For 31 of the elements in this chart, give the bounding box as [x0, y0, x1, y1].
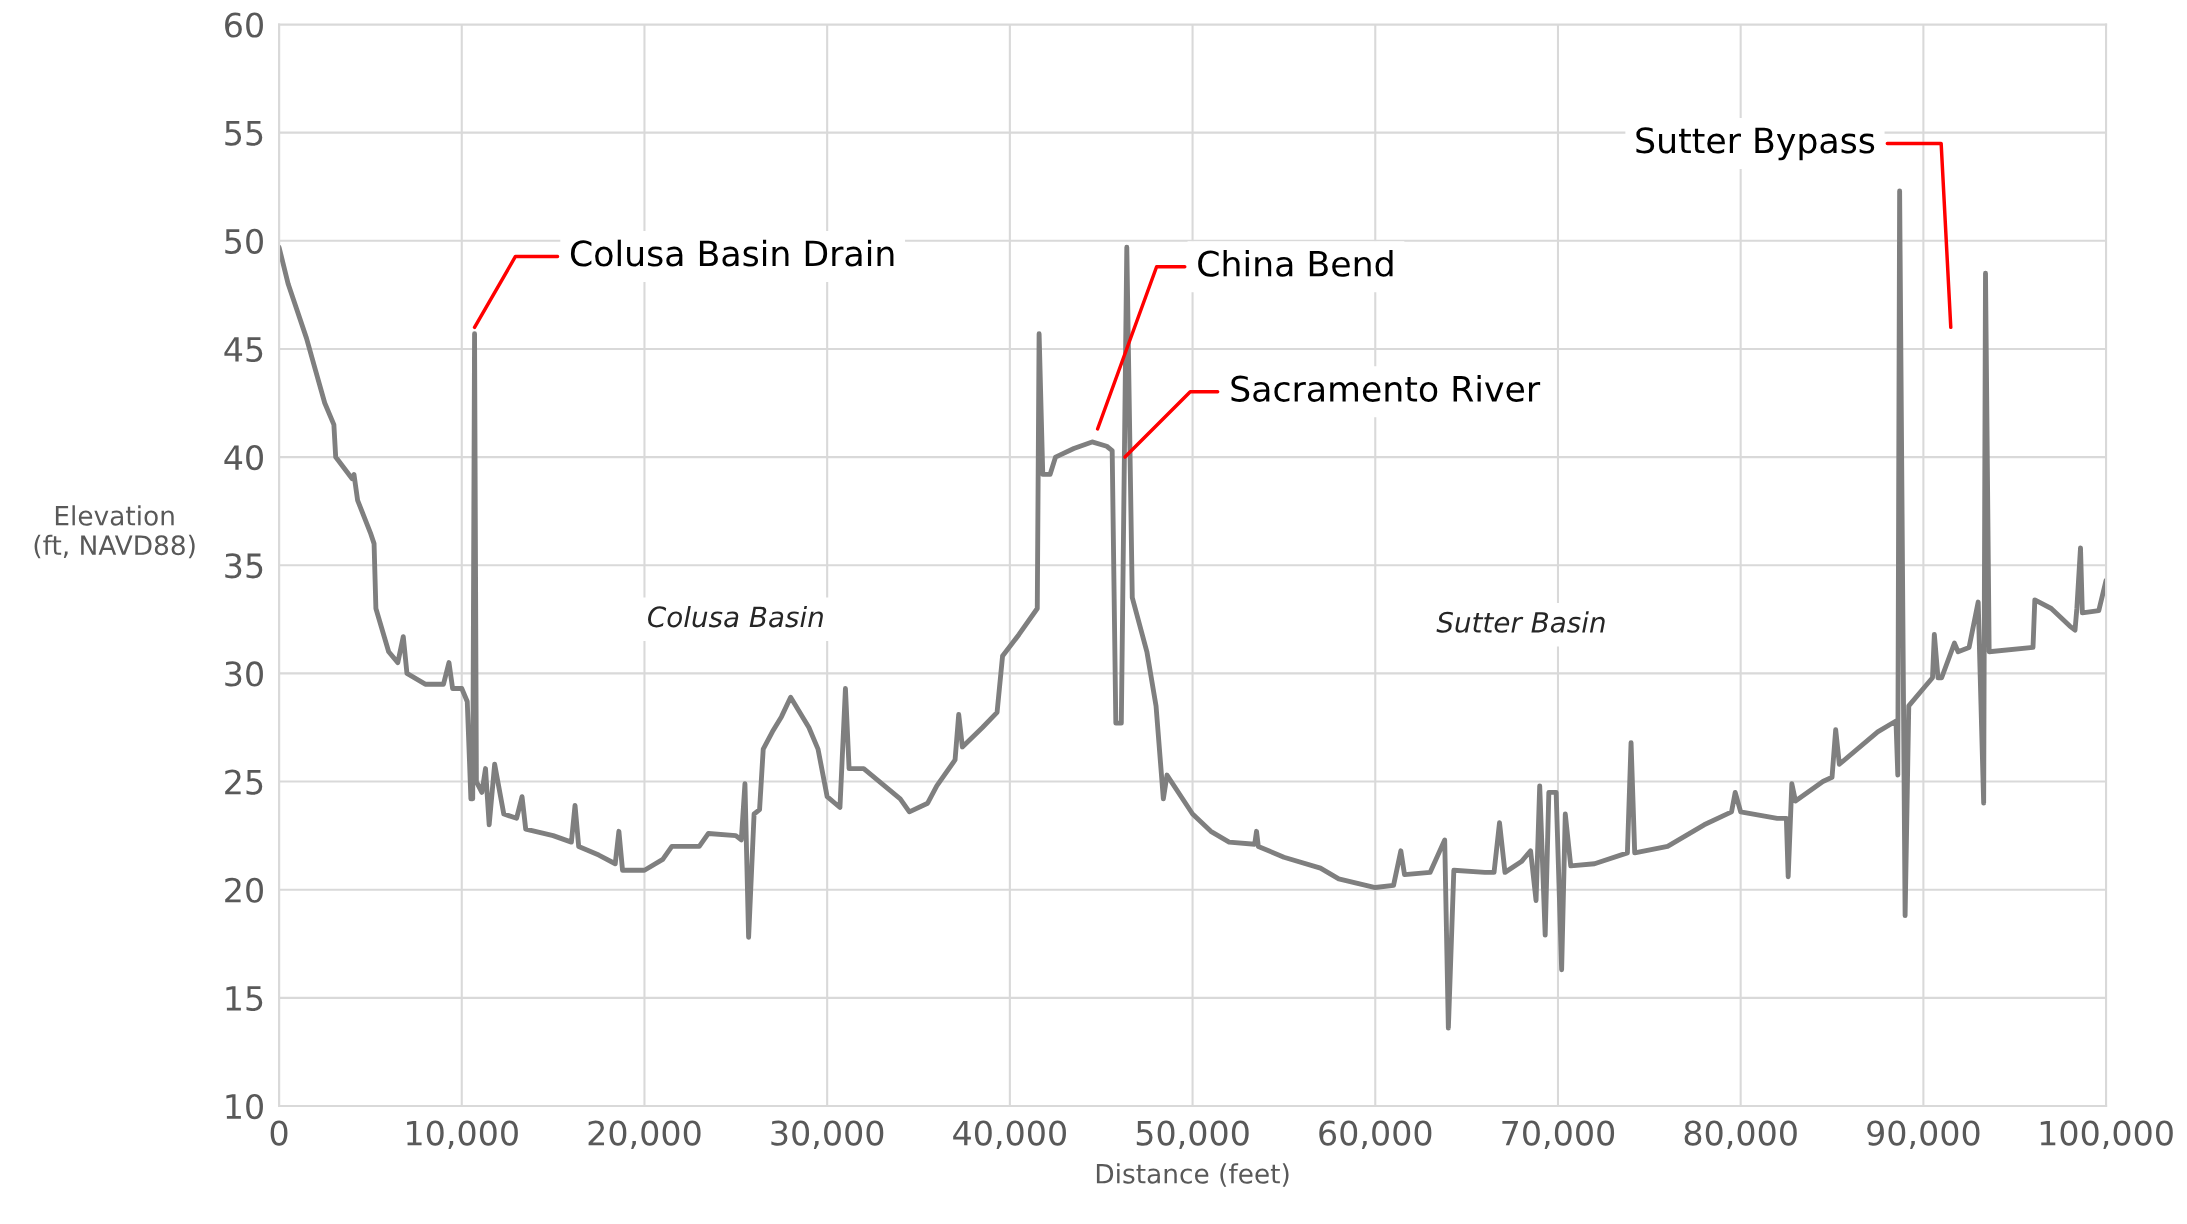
y-tick-label: 60 — [225, 12, 263, 38]
annotation: Sutter Basin — [1436, 611, 1605, 633]
y-tick-label: 25 — [225, 769, 263, 795]
x-tick-label: 70,000 — [1502, 1120, 1615, 1150]
y-tick-label: 45 — [224, 337, 263, 363]
annotation: Colusa Basin Drain — [570, 239, 894, 267]
x-tick-label: 20,000 — [588, 1120, 701, 1150]
x-tick-label: 50,000 — [1136, 1120, 1249, 1150]
y-axis-title: Elevation (ft, NAVD88) — [34, 505, 195, 559]
x-axis-title: Distance (feet) — [1096, 1163, 1289, 1187]
annotation: Sutter Bypass — [1636, 127, 1875, 161]
x-tick-label: 60,000 — [1319, 1120, 1432, 1150]
y-tick-label: 55 — [225, 120, 263, 146]
x-tick-label: 90,000 — [1867, 1120, 1980, 1150]
line-series — [279, 188, 2107, 1031]
x-tick-label: 0 — [270, 1120, 288, 1146]
y-tick-label: 15 — [226, 986, 263, 1011]
annotation: Sacramento River — [1231, 375, 1541, 402]
x-tick-label: 30,000 — [771, 1120, 884, 1150]
y-tick-label: 50 — [225, 228, 263, 254]
x-tick-label: 80,000 — [1684, 1120, 1797, 1150]
annotation: China Bend — [1198, 249, 1393, 277]
y-tick-label: 20 — [225, 877, 263, 903]
y-tick-label: 30 — [225, 661, 263, 687]
x-tick-label: 10,000 — [407, 1120, 518, 1150]
x-tick-label: 40,000 — [953, 1120, 1066, 1150]
y-tick-label: 10 — [226, 1093, 263, 1120]
y-tick-label: 40 — [224, 445, 263, 471]
annotation: Colusa Basin — [648, 605, 823, 628]
x-tick-label: 100,000 — [2040, 1120, 2173, 1150]
y-tick-label: 35 — [225, 553, 263, 579]
